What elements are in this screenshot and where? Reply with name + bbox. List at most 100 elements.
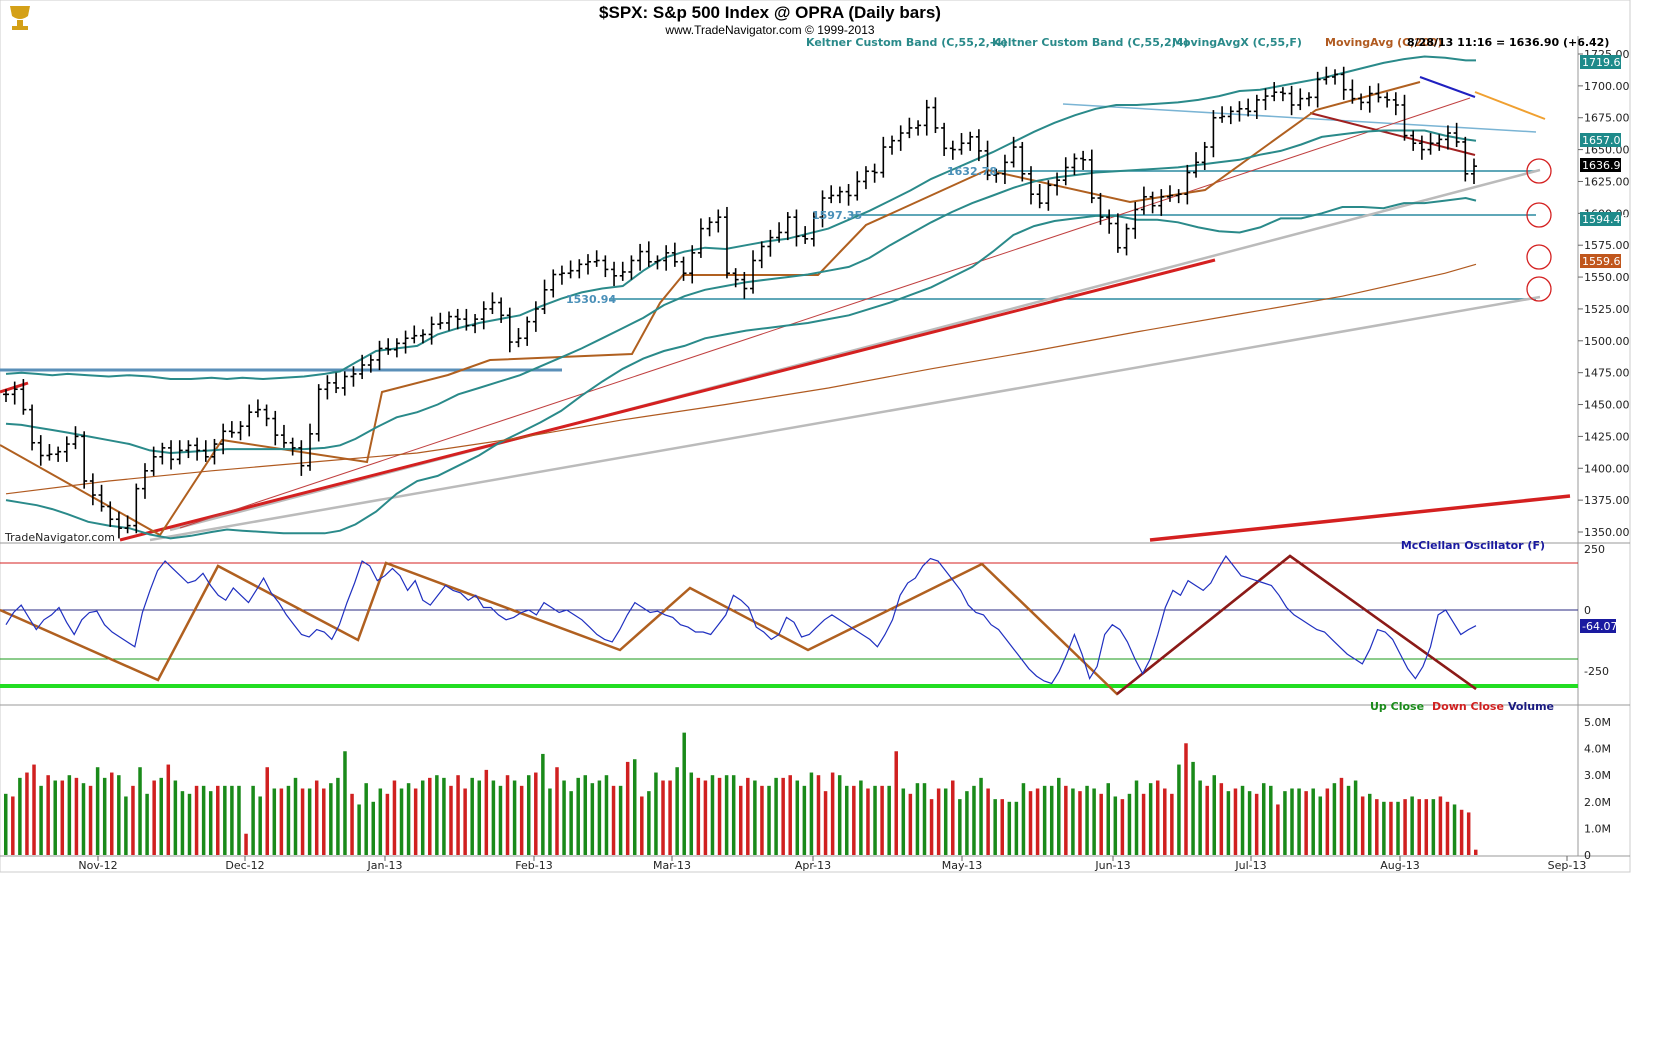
trendlines — [0, 76, 1571, 542]
ohlc-bar — [584, 254, 591, 275]
ohlc-bar — [541, 279, 548, 315]
volume-bar — [781, 777, 785, 855]
x-tick-label: Nov-12 — [78, 859, 117, 872]
volume-bar — [1099, 793, 1103, 855]
volume-bar — [1184, 743, 1188, 855]
volume-bar — [548, 788, 552, 855]
volume-bar — [1304, 791, 1308, 855]
volume-bar — [753, 780, 757, 855]
ohlc-bar — [220, 423, 227, 455]
ohlc-bar — [419, 329, 426, 344]
volume-bar — [293, 777, 298, 855]
oscillator-panel: McClellan Oscillator (F) 250 0 -250 -64.07 — [0, 539, 1617, 696]
volume-bar — [201, 785, 206, 855]
volume-bar — [67, 775, 72, 855]
volume-bar — [873, 785, 877, 855]
ohlc-bar — [89, 473, 96, 506]
volume-bar — [265, 767, 269, 855]
ohlc-bar — [55, 446, 62, 462]
legend-up-close: Up Close — [1370, 700, 1424, 713]
oscillator-title: McClellan Oscillator (F) — [1401, 539, 1545, 552]
ohlc-bar — [1010, 136, 1017, 168]
volume-bar — [272, 788, 277, 855]
volume-bar — [187, 793, 192, 855]
volume-bar — [1254, 793, 1259, 855]
volume-bar — [138, 767, 142, 855]
ohlc-bar — [124, 515, 131, 534]
ohlc-bar — [567, 260, 574, 279]
ohlc-bar — [324, 375, 331, 400]
ohlc-bar — [254, 399, 261, 418]
ohlc-bar — [141, 463, 148, 499]
y-tick-label: 1550.00 — [1584, 271, 1630, 284]
ohlc-bar — [463, 308, 470, 331]
volume-bar — [1396, 801, 1400, 855]
volume-bar — [470, 777, 474, 855]
ohlc-bar — [611, 261, 618, 286]
x-tick-label: Jan-13 — [367, 859, 403, 872]
ohlc-bar — [280, 424, 287, 448]
volume-bar — [208, 791, 213, 855]
ohlc-bar — [480, 301, 487, 330]
indicator-legend: Keltner Custom Band (C,55,2,-4) Keltner … — [806, 36, 1609, 49]
volume-bar — [929, 799, 934, 855]
volume-bar — [1092, 788, 1096, 855]
ohlc-bar — [1471, 158, 1477, 185]
ohlc-bar — [1271, 82, 1278, 102]
volume-bar — [1290, 788, 1294, 855]
volume-bar — [802, 785, 807, 855]
volume-bar — [562, 780, 566, 855]
annotation-level: 1530.94 — [566, 293, 616, 306]
volume-bar — [1297, 788, 1301, 855]
volume-bar — [1120, 799, 1125, 855]
ohlc-bar — [628, 255, 635, 280]
volume-bar — [1424, 799, 1429, 855]
y-tick-label: 1700.00 — [1584, 80, 1630, 93]
ohlc-bar — [237, 421, 244, 441]
volume-bar — [1191, 761, 1195, 855]
ohlc-bar — [1097, 192, 1104, 225]
ohlc-bar — [715, 209, 722, 233]
y-tick-label: 3.0M — [1584, 769, 1611, 782]
series-line — [5, 129, 1477, 455]
ohlc-bar — [1054, 172, 1061, 196]
y-tick-label: 1575.00 — [1584, 239, 1630, 252]
volume-bar — [1078, 791, 1082, 855]
volume-bar — [682, 732, 686, 855]
ohlc-bar — [350, 366, 357, 387]
volume-bar — [251, 785, 255, 855]
ohlc-bar — [498, 297, 505, 323]
volume-bar — [1375, 799, 1379, 855]
volume-bar — [350, 793, 354, 855]
volume-bar — [1353, 780, 1358, 855]
ohlc-bar — [1027, 166, 1034, 205]
x-tick-label: Mar-13 — [653, 859, 691, 872]
ohlc-bar — [289, 437, 296, 456]
legend-down-close: Down Close — [1432, 700, 1504, 713]
volume-bar — [39, 785, 43, 855]
volume-bar — [484, 769, 489, 855]
volume-bar — [597, 780, 602, 855]
ohlc-bar — [437, 312, 444, 330]
volume-bar — [731, 775, 736, 855]
volume-bar — [1071, 788, 1075, 855]
ohlc-bar — [1088, 149, 1095, 204]
volume-bar — [81, 783, 86, 855]
ohlc-bar — [932, 97, 939, 134]
value-tag: 1657.05 — [1582, 134, 1628, 147]
volume-bar — [1325, 788, 1330, 855]
ohlc-bar — [1210, 110, 1217, 158]
x-tick-label: Apr-13 — [795, 859, 831, 872]
ohlc-bar — [680, 256, 687, 281]
volume-bar — [958, 799, 962, 855]
volume-bar — [972, 785, 976, 855]
x-tick-label: Sep-13 — [1548, 859, 1587, 872]
volume-bar — [300, 788, 305, 855]
y-tick-label: 0 — [1584, 604, 1591, 617]
volume-bar — [647, 791, 651, 855]
volume-bar — [625, 761, 630, 855]
y-tick-label: -250 — [1584, 665, 1609, 678]
ohlc-bar — [1384, 92, 1391, 108]
y-tick-label: 1400.00 — [1584, 462, 1630, 475]
volume-bar — [1311, 788, 1315, 855]
